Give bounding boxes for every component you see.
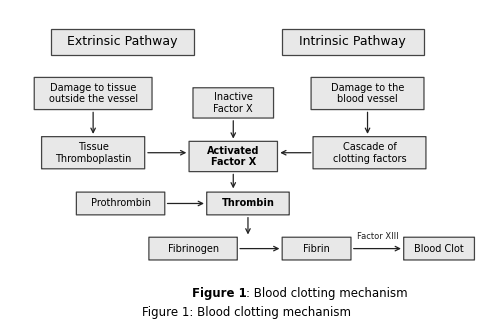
FancyBboxPatch shape [149, 237, 237, 260]
FancyBboxPatch shape [282, 237, 351, 260]
Text: Thrombin: Thrombin [221, 199, 275, 209]
Text: Intrinsic Pathway: Intrinsic Pathway [299, 35, 406, 48]
FancyBboxPatch shape [207, 192, 289, 215]
Text: Damage to the
blood vessel: Damage to the blood vessel [331, 83, 404, 104]
Text: Fibrin: Fibrin [303, 244, 330, 254]
Text: Figure 1: Blood clotting mechanism: Figure 1: Blood clotting mechanism [142, 306, 351, 319]
FancyBboxPatch shape [193, 88, 274, 118]
Text: Prothrombin: Prothrombin [91, 199, 150, 209]
FancyBboxPatch shape [189, 141, 278, 171]
FancyBboxPatch shape [34, 78, 152, 110]
Text: Fibrinogen: Fibrinogen [168, 244, 219, 254]
Text: Factor XIII: Factor XIII [356, 232, 398, 241]
FancyBboxPatch shape [41, 137, 144, 169]
FancyBboxPatch shape [311, 78, 424, 110]
Text: Blood Clot: Blood Clot [414, 244, 464, 254]
Text: Tissue
Thromboplastin: Tissue Thromboplastin [55, 142, 131, 164]
Text: Figure 1: Figure 1 [192, 287, 246, 300]
FancyBboxPatch shape [51, 29, 194, 55]
Text: Extrinsic Pathway: Extrinsic Pathway [67, 35, 178, 48]
Text: Activated
Factor X: Activated Factor X [207, 146, 259, 167]
Text: Inactive
Factor X: Inactive Factor X [213, 92, 253, 114]
FancyBboxPatch shape [313, 137, 426, 169]
FancyBboxPatch shape [404, 237, 474, 260]
Text: Damage to tissue
outside the vessel: Damage to tissue outside the vessel [49, 83, 138, 104]
Text: Cascade of
clotting factors: Cascade of clotting factors [333, 142, 406, 164]
FancyBboxPatch shape [282, 29, 424, 55]
FancyBboxPatch shape [76, 192, 165, 215]
Text: : Blood clotting mechanism: : Blood clotting mechanism [246, 287, 408, 300]
